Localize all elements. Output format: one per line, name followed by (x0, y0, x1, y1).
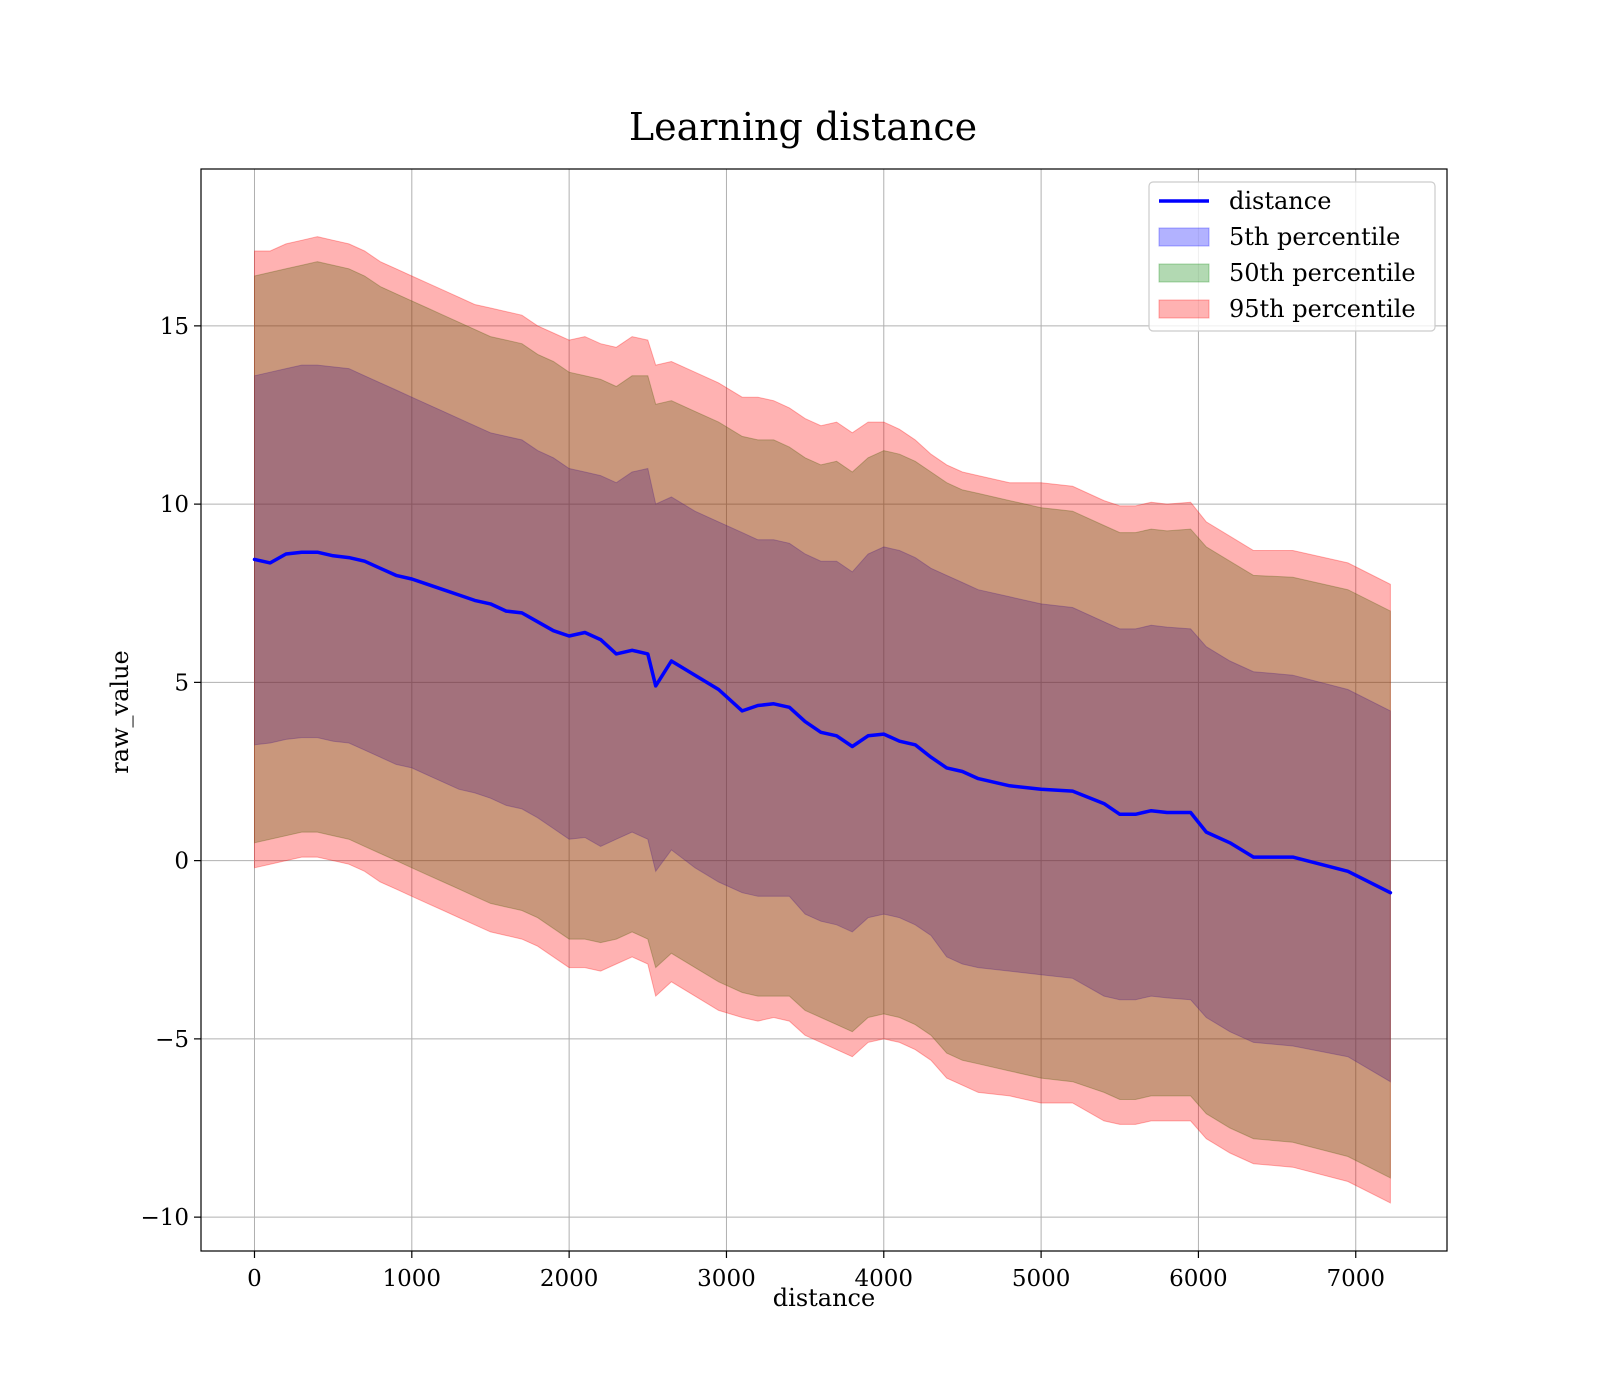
series-line-distance (252, 550, 1393, 895)
series-line (252, 550, 1393, 895)
x-axis-label: distance (773, 1284, 875, 1312)
band-50th-percentile (254, 261, 1391, 1179)
x-ticks: 0 1000 2000 3000 4000 5000 6000 7000 (247, 1251, 1385, 1292)
x-tick-label: 4000 (855, 1266, 914, 1292)
legend: distance 5th percentile 50th percentile 95t… (1148, 181, 1436, 332)
x-tick-label: 3000 (697, 1266, 756, 1292)
y-ticks: −10 −5 0 5 10 15 (140, 314, 201, 1231)
legend-label: 5th percentile (1229, 223, 1400, 251)
legend-label: 95th percentile (1229, 295, 1416, 323)
band-5th-percentile (254, 364, 1391, 1083)
y-tick-label: −10 (140, 1205, 189, 1231)
legend-box (1148, 181, 1436, 332)
plot-frame (200, 168, 1448, 1252)
y-tick-label: −5 (155, 1027, 189, 1053)
y-tick-label: 15 (160, 314, 189, 340)
x-tick-label: 7000 (1326, 1266, 1385, 1292)
band-95th-percentile (254, 236, 1391, 1204)
y-tick-label: 0 (174, 849, 189, 875)
x-tick-label: 6000 (1169, 1266, 1228, 1292)
legend-label: distance (1229, 187, 1331, 215)
y-tick-label: 10 (160, 492, 189, 518)
bands (254, 236, 1391, 1204)
y-axis-label: raw_value (106, 650, 134, 774)
x-tick-label: 5000 (1012, 1266, 1071, 1292)
legend-swatch-patch (1158, 263, 1210, 283)
legend-label: 50th percentile (1229, 259, 1416, 287)
y-tick-label: 5 (174, 670, 189, 696)
legend-swatch-patch (1158, 299, 1210, 319)
x-tick-label: 0 (247, 1266, 262, 1292)
legend-swatch-patch (1158, 227, 1210, 247)
x-tick-label: 2000 (540, 1266, 599, 1292)
chart-title: Learning distance (629, 105, 977, 149)
x-tick-label: 1000 (383, 1266, 442, 1292)
